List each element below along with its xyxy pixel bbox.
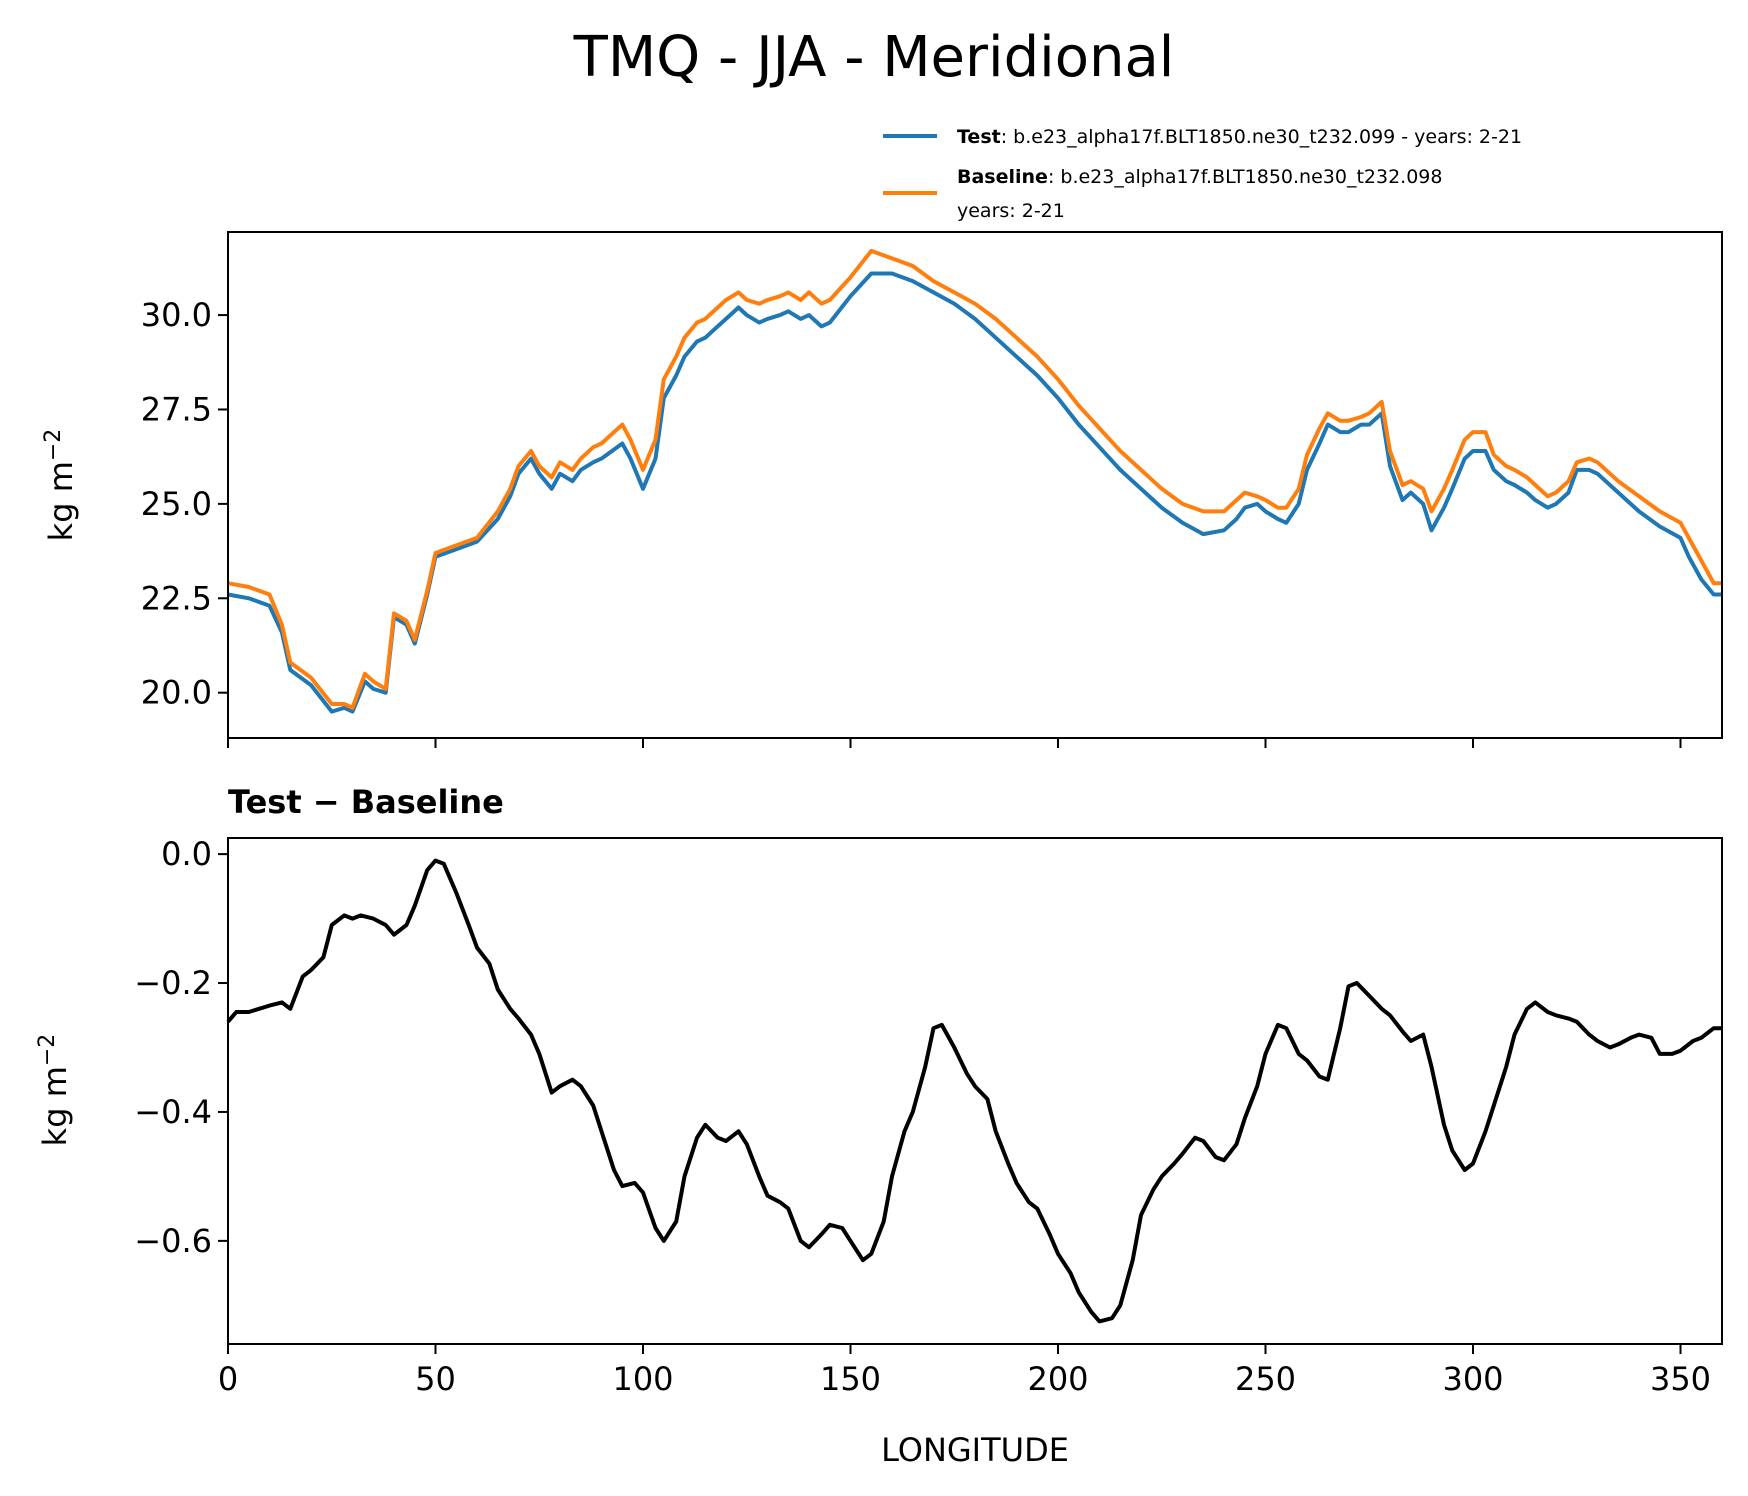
legend-entry-test: Test: b.e23_alpha17f.BLT1850.ne30_t232.0… <box>957 126 1522 148</box>
legend: Test: b.e23_alpha17f.BLT1850.ne30_t232.0… <box>883 126 1522 222</box>
bottom-series-line-test-baseline <box>226 858 1722 1324</box>
bottom-y-tick-label: −0.2 <box>134 964 212 1002</box>
bottom-y-ticks: 0.0 −0.2 −0.4 −0.6 <box>134 835 228 1260</box>
top-series-line-baseline <box>227 248 1722 710</box>
legend-test-text: : b.e23_alpha17f.BLT1850.ne30_t232.099 -… <box>1001 126 1522 148</box>
x-tick-label: 150 <box>820 1360 881 1398</box>
legend-test-name: Test <box>957 126 1001 148</box>
top-x-ticks <box>227 738 1682 748</box>
bottom-y-tick-label: 0.0 <box>161 835 212 873</box>
top-series-group <box>227 248 1722 714</box>
bottom-y-tick-label: −0.6 <box>134 1222 212 1260</box>
top-panel: 20.0 22.5 25.0 27.5 30.0 kg m−2 <box>41 231 1723 748</box>
x-tick-label: 50 <box>415 1360 456 1398</box>
chart-title: TMQ - JJA - Meridional <box>573 25 1175 90</box>
bottom-series-group <box>226 858 1722 1324</box>
top-y-tick-label: 22.5 <box>141 579 212 617</box>
legend-baseline-name: Baseline <box>957 166 1048 188</box>
top-series-line-test <box>227 271 1722 714</box>
x-tick-label: 200 <box>1027 1360 1088 1398</box>
legend-baseline-text-line2: years: 2-21 <box>957 200 1065 222</box>
bottom-y-tick-label: −0.4 <box>134 1093 212 1131</box>
bottom-x-ticks: 0 50 100 150 200 250 300 350 <box>218 1344 1711 1398</box>
x-tick-label: 300 <box>1442 1360 1503 1398</box>
top-y-tick-label: 30.0 <box>141 296 212 334</box>
top-y-tick-label: 27.5 <box>141 390 212 428</box>
legend-entry-baseline: Baseline: b.e23_alpha17f.BLT1850.ne30_t2… <box>957 166 1442 188</box>
bottom-axes-frame <box>227 837 1723 1345</box>
bottom-panel-title: Test − Baseline <box>228 783 504 821</box>
top-y-tick-label: 25.0 <box>141 485 212 523</box>
top-y-tick-label: 20.0 <box>141 674 212 712</box>
x-axis-label: LONGITUDE <box>881 1431 1069 1469</box>
top-axes-frame <box>227 231 1723 739</box>
bottom-y-axis-label: kg m−2 <box>35 1034 74 1147</box>
x-tick-label: 0 <box>218 1360 238 1398</box>
x-tick-label: 250 <box>1235 1360 1296 1398</box>
top-y-axis-label: kg m−2 <box>41 429 80 542</box>
x-tick-label: 100 <box>612 1360 673 1398</box>
x-tick-label: 350 <box>1650 1360 1711 1398</box>
bottom-panel: 0.0 −0.2 −0.4 −0.6 0 50 100 150 200 250 300 350 kg… <box>35 835 1723 1469</box>
legend-baseline-text: : b.e23_alpha17f.BLT1850.ne30_t232.098 <box>1048 166 1443 188</box>
top-y-ticks: 20.0 22.5 25.0 27.5 30.0 <box>141 296 228 712</box>
